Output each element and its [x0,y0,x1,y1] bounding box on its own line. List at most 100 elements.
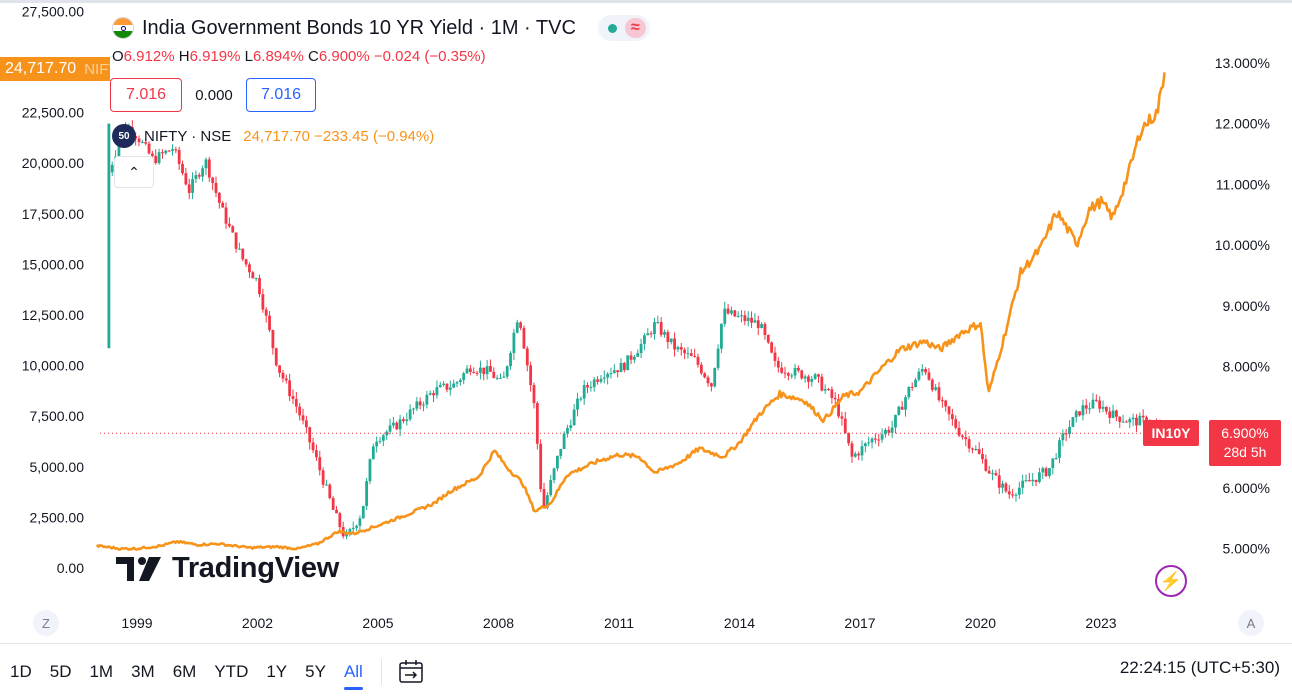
candle-body [201,168,205,177]
candle-body [1038,472,1041,483]
range-button-5y[interactable]: 5Y [305,662,326,681]
candle-body [572,409,576,426]
candle-body [422,404,425,406]
candle-body [1088,408,1092,410]
candle-body [723,308,727,324]
candle-body [391,422,395,426]
candle-body [733,310,737,317]
candle-body [924,369,928,373]
candle-body [1135,417,1138,426]
right-axis-tick: 13.000% [1215,55,1270,71]
market-status-pill[interactable]: ≈ [597,15,650,41]
candle-body [154,156,158,164]
candle-body [428,393,432,395]
candle-body [770,342,774,353]
clock[interactable]: 22:24:15 (UTC+5:30) [1119,658,1280,677]
candle-body [880,434,884,440]
yield-last-value: 6.900% [1221,425,1269,441]
chart-canvas[interactable]: 27,500.0025,000.0022,500.0020,000.0017,5… [0,0,1292,643]
candle-body [746,317,750,322]
candle-body [576,398,579,410]
candle-body [1004,483,1008,492]
symbol-title[interactable]: India Government Bonds 10 YR Yield · 1M … [142,16,576,39]
candle-body [797,367,800,371]
candle-body [853,453,857,457]
candle-body [207,159,211,178]
candle-body [325,484,328,486]
candle-body [405,419,409,422]
candle-body [592,379,596,388]
candle-body [1051,458,1055,469]
candle-body [756,320,760,328]
toolbar-divider [0,643,1292,644]
candle-body [1114,410,1118,417]
right-price-axis[interactable]: 13.000% 12.000% 11.000% 10.000% 9.000% 8.000%… [1215,55,1270,557]
candle-body [412,408,415,410]
range-button-all[interactable]: All [343,654,363,690]
candle-body [599,378,603,382]
auto-scale-button[interactable]: A [1238,610,1264,636]
right-axis-tick: 10.000% [1215,237,1270,253]
toolbar-separator [380,659,382,685]
wave-icon: ≈ [624,18,646,38]
candle-body [944,400,948,407]
candle-body [385,431,389,436]
range-button-3m[interactable]: 3M [131,662,155,681]
candle-body [1007,491,1011,495]
candle-body [873,438,877,440]
candle-body [974,448,978,450]
candle-body [776,360,780,368]
range-button-1m[interactable]: 1M [89,662,114,681]
candle-body [522,327,526,349]
sell-price-button[interactable]: 7.016 [110,78,182,112]
candle-body [847,432,851,444]
candle-body [1068,426,1071,434]
range-button-ytd[interactable]: YTD [214,662,249,681]
candle-body [271,330,275,349]
candle-body [726,308,730,314]
time-axis-tick: 2017 [844,615,875,631]
candle-body [248,264,251,273]
date-range-icon[interactable] [396,657,426,687]
timezone-z-button[interactable]: Z [33,610,59,636]
yield-last-price-tag: 6.900% 28d 5h [1209,420,1281,466]
candle-body [612,370,616,373]
range-button-6m[interactable]: 6M [172,662,197,681]
candle-body [361,505,365,519]
candle-body [907,386,911,398]
range-button-1y[interactable]: 1Y [266,662,288,681]
candle-body [766,335,770,343]
candle-body [529,365,533,386]
range-button-5d[interactable]: 5D [49,662,72,681]
nifty-symbol-name: NIFTY · NSE [144,127,232,145]
candle-body [1104,406,1108,412]
candle-body [817,374,820,377]
candle-body [227,223,231,227]
right-axis-tick: 9.000% [1223,298,1270,314]
lightning-icon[interactable]: ⚡ [1155,565,1187,597]
candle-body [867,442,871,444]
buy-price-button[interactable]: 7.016 [246,78,316,112]
left-axis-tick: 2,500.00 [30,509,85,525]
candle-body [981,453,984,460]
candle-body [532,385,536,404]
candle-body [147,143,151,154]
nifty-legend[interactable]: 50 NIFTY · NSE 24,717.70 −233.45 (−0.94%… [112,124,434,148]
candle-body [887,429,891,433]
collapse-legend-button[interactable]: ⌃ [114,156,154,188]
candle-body [395,422,399,430]
candle-body [452,383,456,388]
time-axis[interactable]: 1999 2002 2005 2008 2011 2014 2017 2020 2023 [121,615,1116,631]
candle-body [1014,494,1018,496]
candle-body [1078,411,1081,416]
left-price-axis[interactable]: 27,500.0025,000.0022,500.0020,000.0017,5… [22,3,85,576]
candle-body [505,366,509,377]
left-axis-tick: 5,000.00 [30,459,85,475]
left-axis-tick: 10,000.00 [22,358,84,374]
candle-body [1125,421,1128,423]
candle-body [1071,417,1075,427]
nifty-values: 24,717.70 −233.45 (−0.94%) [243,127,435,145]
left-axis-tick: 15,000.00 [22,256,84,272]
range-button-1d[interactable]: 1D [10,662,32,681]
close-value: 6.900% [318,48,370,65]
